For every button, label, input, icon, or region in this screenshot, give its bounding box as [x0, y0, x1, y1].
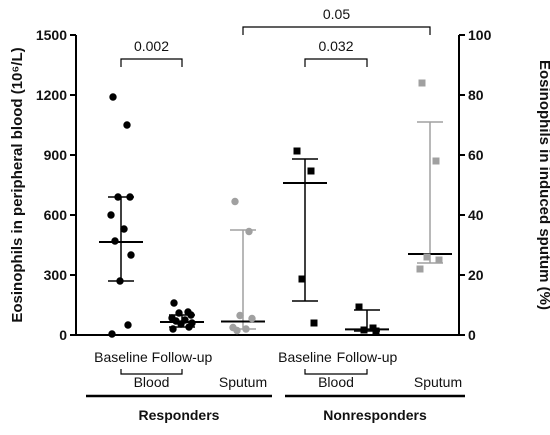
category-label: Baseline: [94, 349, 148, 365]
significance-label: 0.032: [318, 38, 353, 54]
data-point-square: [307, 167, 315, 175]
category-label: Baseline: [278, 349, 332, 365]
data-point-circle: [116, 277, 124, 285]
left-tick-label: 0: [59, 327, 67, 343]
right-tick-label: 20: [468, 267, 484, 283]
data-point-square: [293, 147, 301, 155]
data-point-circle: [185, 323, 193, 331]
data-point-circle: [177, 320, 185, 328]
data-point-circle: [245, 227, 253, 236]
significance-bracket: [242, 26, 431, 35]
sub-label: Sputum: [219, 374, 267, 390]
data-point-circle: [120, 225, 128, 233]
left-tick-label: 300: [44, 267, 68, 283]
group-label: Responders: [139, 407, 220, 423]
right-tick-label: 100: [468, 27, 492, 43]
sub-label: Sputum: [414, 374, 462, 390]
data-point-square: [435, 256, 443, 264]
significance-label: 0.002: [134, 38, 169, 54]
data-point-circle: [107, 211, 115, 219]
data-point-square: [416, 265, 424, 273]
data-point-circle: [175, 309, 183, 317]
data-point-circle: [231, 197, 239, 206]
group-label: Nonresponders: [323, 407, 427, 423]
right-tick-label: 80: [468, 87, 484, 103]
right-tick-label: 40: [468, 207, 484, 223]
data-point-square: [298, 275, 306, 283]
data-point-square: [310, 319, 318, 327]
left-tick-label: 900: [44, 147, 68, 163]
data-point-circle: [108, 330, 116, 338]
data-point-circle: [114, 193, 122, 201]
significance-bracket: [304, 58, 368, 67]
data-point-circle: [236, 311, 244, 320]
data-point-square: [360, 326, 368, 334]
data-point-circle: [248, 314, 256, 323]
data-point-circle: [111, 237, 119, 245]
data-point-circle: [127, 251, 135, 259]
data-point-circle: [187, 311, 195, 319]
data-point-circle: [169, 325, 177, 333]
data-point-circle: [233, 326, 241, 335]
data-point-square: [432, 157, 440, 165]
data-point-circle: [170, 299, 178, 307]
category-label: Follow-up: [152, 349, 213, 365]
left-axis-title: Eosinophils in peripheral blood (10⁶/L): [9, 47, 26, 322]
data-point-circle: [124, 321, 132, 329]
sub-bracket: [120, 369, 183, 375]
data-point-square: [355, 303, 363, 311]
right-tick-label: 0: [468, 327, 476, 343]
data-point-circle: [123, 121, 131, 129]
sub-bracket: [304, 369, 368, 375]
data-point-circle: [242, 325, 250, 333]
right-tick-label: 60: [468, 147, 484, 163]
left-tick-label: 600: [44, 207, 68, 223]
category-label: Follow-up: [337, 349, 398, 365]
significance-label: 0.05: [323, 6, 350, 22]
data-point-square: [372, 327, 380, 335]
data-point-square: [423, 253, 431, 261]
data-point-square: [418, 79, 426, 87]
sub-label: Blood: [134, 374, 170, 390]
right-axis-title: Eosinophils in induced sputum (%): [536, 60, 550, 310]
significance-bracket: [120, 58, 183, 67]
data-point-circle: [126, 193, 134, 201]
sub-label: Blood: [318, 374, 354, 390]
data-point-circle: [109, 93, 117, 101]
left-tick-label: 1500: [36, 27, 67, 43]
left-tick-label: 1200: [36, 87, 67, 103]
